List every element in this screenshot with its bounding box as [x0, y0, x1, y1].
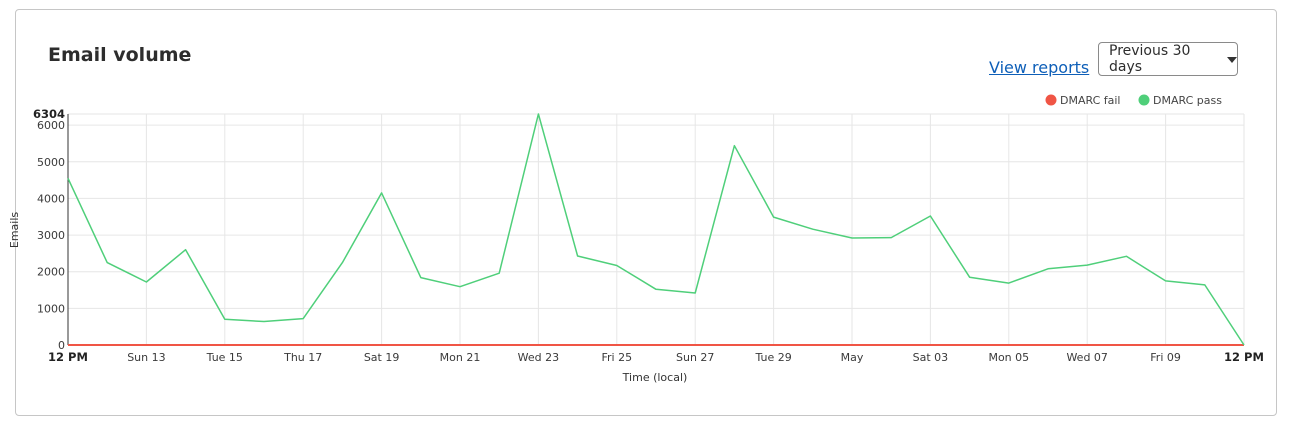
y-axis-title: Emails [8, 212, 21, 249]
date-range-select[interactable]: Previous 30 days [1098, 42, 1238, 76]
caret-down-icon [1227, 57, 1237, 63]
x-tick-label: May [841, 351, 864, 364]
x-tick-label: Sun 13 [127, 351, 165, 364]
y-tick-label: 4000 [37, 192, 65, 205]
y-tick-label: 6304 [33, 107, 65, 121]
view-reports-link[interactable]: View reports [989, 58, 1090, 77]
y-tick-label: 3000 [37, 229, 65, 242]
y-tick-label: 6000 [37, 119, 65, 132]
legend-marker [1138, 94, 1150, 106]
x-tick-label: Sat 03 [913, 351, 949, 364]
x-tick-label: Sun 27 [676, 351, 714, 364]
x-tick-label: 12 PM [1224, 350, 1264, 364]
x-tick-label: Fri 25 [601, 351, 632, 364]
series-lines [67, 113, 1245, 346]
y-tick-label: 5000 [37, 156, 65, 169]
y-tick-label: 2000 [37, 266, 65, 279]
x-tick-labels: 12 PM Sun 13 Tue 15 Thu 17 Sat 19 Mon 21 Wed 2… [48, 350, 1264, 364]
x-tick-label: Wed 07 [1066, 351, 1107, 364]
x-tick-label: Mon 05 [988, 351, 1029, 364]
series-line-dmarc-pass [67, 113, 1245, 346]
date-range-value: Previous 30 days [1109, 43, 1191, 75]
axes [67, 114, 1244, 346]
x-tick-label: Thu 17 [283, 351, 322, 364]
x-tick-label: Mon 21 [440, 351, 481, 364]
x-tick-label: Sat 19 [364, 351, 400, 364]
x-axis-title: Time (local) [622, 371, 688, 384]
legend-label: DMARC fail [1060, 94, 1120, 107]
y-tick-label: 1000 [37, 302, 65, 315]
x-tick-label: Tue 29 [754, 351, 791, 364]
y-tick-label: 0 [58, 339, 65, 352]
x-tick-label: Fri 09 [1150, 351, 1181, 364]
legend-label: DMARC pass [1153, 94, 1222, 107]
email-volume-card: Email volume View reports Previous 30 da… [15, 9, 1277, 416]
x-tick-label: Tue 15 [206, 351, 243, 364]
legend-marker [1045, 94, 1057, 106]
card-title: Email volume [48, 44, 192, 66]
grid-lines [67, 113, 1245, 346]
x-tick-label: 12 PM [48, 350, 88, 364]
x-tick-label: Wed 23 [518, 351, 559, 364]
chart-legend: DMARC fail DMARC pass [1045, 94, 1222, 107]
